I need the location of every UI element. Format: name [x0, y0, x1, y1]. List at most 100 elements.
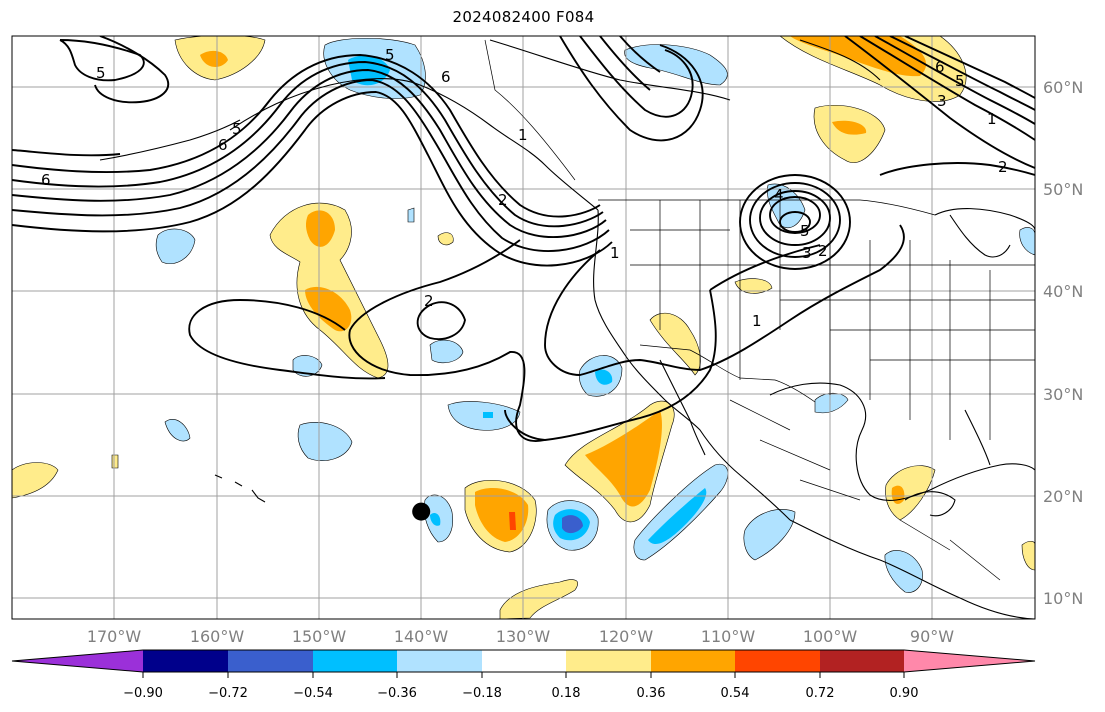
colorbar-swatch: [820, 650, 904, 672]
anomaly-shade: [297, 422, 353, 462]
contour-label: 2: [498, 191, 508, 209]
latitude-labels: 10°N 20°N 30°N 40°N 50°N 60°N: [1043, 78, 1083, 608]
coastline-hudson: [799, 39, 881, 81]
contour-line: [859, 36, 1035, 141]
coastline-canada-arctic: [489, 39, 731, 101]
lon-label-110w: 110°W: [701, 627, 756, 646]
contour-line: [12, 54, 601, 218]
contour-label: 4: [774, 186, 784, 204]
alaska-canada-border: [484, 39, 576, 181]
lon-label-100w: 100°W: [803, 627, 858, 646]
colorbar-swatch: [566, 650, 651, 672]
contour-label: 3: [937, 92, 947, 110]
contour-line: [544, 224, 905, 376]
lon-label-120w: 120°W: [599, 627, 654, 646]
coastline-north-america: [593, 209, 791, 521]
contour-label: 5: [955, 72, 965, 90]
state-lines: [630, 200, 1035, 440]
map-frame: [11, 35, 1036, 620]
anomaly-shade: [292, 355, 323, 377]
contour-label: 3: [802, 244, 812, 262]
lon-label-160w: 160°W: [190, 627, 245, 646]
colorbar-tick-label: −0.90: [123, 686, 163, 701]
colorbar-swatch: [651, 650, 735, 672]
lon-label-90w: 90°W: [910, 627, 954, 646]
colorbar-tick-label: −0.54: [293, 686, 333, 701]
contour-line: [844, 36, 1035, 169]
colorbar-swatch: [228, 650, 313, 672]
anomaly-shade: [562, 515, 583, 534]
coastline-florida: [964, 409, 991, 466]
contour-label: 5: [800, 222, 810, 240]
lon-label-140w: 140°W: [394, 627, 449, 646]
colorbar-tick-label: −0.72: [208, 686, 248, 701]
contour-line: [889, 36, 1035, 111]
coastline-northeast: [934, 208, 1035, 231]
lat-label-30n: 30°N: [1043, 385, 1083, 404]
contour-line: [559, 36, 704, 142]
anomaly-shade: [305, 286, 352, 332]
contour-line: [879, 162, 1035, 176]
contour-label: 2: [998, 158, 1008, 176]
lat-label-50n: 50°N: [1043, 180, 1083, 199]
colorbar-swatch: [904, 650, 1035, 672]
anomaly-shade: [200, 50, 228, 67]
contour-label: 6: [218, 136, 228, 154]
contour-line: [504, 409, 546, 441]
contour-line: [709, 244, 821, 291]
colorbar-tick-label: 0.90: [890, 686, 919, 701]
contour-labels: 5 6 6 5 1 6 5 2 1 4 5 3 2 2 1 6 5 3 2 1: [41, 46, 1008, 330]
coastlines: [99, 39, 1035, 619]
anomaly-shade: [164, 418, 191, 442]
contour-line: [59, 39, 145, 82]
contour-line: [619, 36, 661, 73]
colorbar-tick-label: 0.54: [721, 686, 750, 701]
anomaly-shade: [624, 44, 728, 86]
colorbar-swatch: [397, 650, 482, 672]
colorbar-swatch: [12, 650, 143, 672]
contour-line: [12, 61, 604, 228]
contour-label: 5: [232, 120, 242, 138]
anomaly-shade: [509, 512, 516, 530]
anomaly-shade: [743, 509, 796, 561]
contour-line: [188, 299, 386, 380]
coastline-baja: [659, 359, 706, 456]
contour-label: 5: [96, 64, 106, 82]
contour-line: [739, 174, 851, 270]
anomaly-shade: [832, 120, 867, 135]
lat-label-10n: 10°N: [1043, 589, 1083, 608]
coastline-central-america: [789, 519, 1035, 619]
us-canada-border: [598, 199, 936, 216]
anomaly-shade: [585, 410, 662, 507]
lat-label-40n: 40°N: [1043, 282, 1083, 301]
anomaly-shade: [595, 369, 613, 385]
contour-label: 1: [987, 110, 997, 128]
colorbar-ticks: [142, 672, 905, 678]
contour-line: [348, 239, 717, 442]
lat-label-60n: 60°N: [1043, 78, 1083, 97]
lat-label-20n: 20°N: [1043, 487, 1083, 506]
colorbar-tick-label: 0.18: [552, 686, 581, 701]
colorbar-tick-label: −0.18: [462, 686, 502, 701]
coastline-alaska: [229, 78, 599, 211]
lon-label-170w: 170°W: [87, 627, 142, 646]
contour-line: [12, 69, 607, 238]
contour-line: [759, 190, 831, 246]
contour-label: 1: [518, 126, 528, 144]
colorbar-tick-label: −0.36: [377, 686, 417, 701]
colorbar-tick-label: 0.72: [806, 686, 835, 701]
anomaly-shade: [111, 454, 119, 469]
anomaly-shade: [884, 550, 923, 593]
contour-line: [779, 211, 811, 233]
mexico-states: [729, 399, 1001, 581]
colorbar: −0.90 −0.72 −0.54 −0.36 −0.18 0.18 0.36 …: [11, 649, 1036, 701]
colorbar-swatch: [313, 650, 397, 672]
lon-label-150w: 150°W: [292, 627, 347, 646]
contour-line: [416, 301, 466, 340]
anomaly-shade: [155, 228, 196, 264]
contour-line: [12, 79, 610, 252]
contour-line: [874, 36, 1035, 125]
longitude-labels: 170°W 160°W 150°W 140°W 130°W 120°W 110°…: [87, 627, 954, 646]
colorbar-tick-label: 0.36: [637, 686, 666, 701]
